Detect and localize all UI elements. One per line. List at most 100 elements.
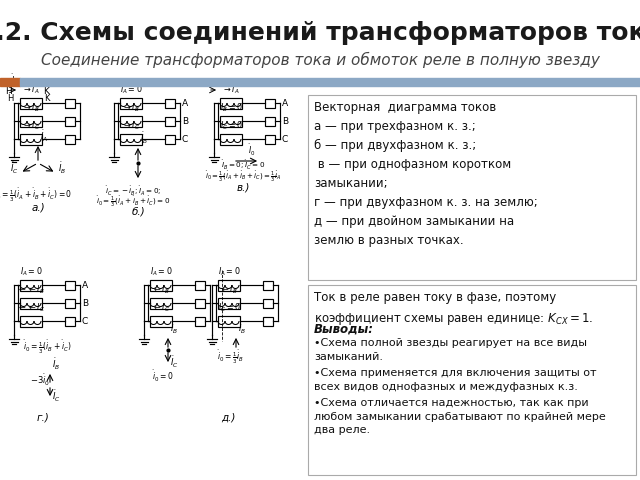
Text: $\dot{I}_C$: $\dot{I}_C$	[52, 389, 61, 405]
Bar	[20, 97, 42, 108]
Bar	[65, 98, 75, 108]
Text: $I_C=0$: $I_C=0$	[220, 120, 243, 132]
Text: $\dot{I}_B$: $\dot{I}_B$	[238, 321, 246, 336]
Text: Векторная  диаграмма токов
а — при трехфазном к. з.;
б — при двухфазном к. з.;
 : Векторная диаграмма токов а — при трехфа…	[314, 101, 538, 247]
Text: а.): а.)	[31, 202, 45, 212]
Bar	[263, 316, 273, 325]
Text: $\leftarrow I_C$: $\leftarrow I_C$	[152, 301, 170, 314]
Bar	[20, 116, 42, 127]
Bar	[20, 78, 640, 86]
Bar	[308, 95, 636, 280]
Bar	[20, 315, 42, 326]
Text: $\rightarrow I_A$: $\rightarrow I_A$	[22, 84, 40, 96]
Bar	[220, 97, 242, 108]
Bar	[265, 134, 275, 144]
Text: C: C	[82, 316, 88, 325]
Bar	[195, 280, 205, 289]
Text: $-3\dot{i}_0$: $-3\dot{i}_0$	[30, 373, 50, 388]
Text: $\leftarrow\leftarrow I_C$: $\leftarrow\leftarrow I_C$	[17, 301, 45, 314]
Text: K: K	[43, 87, 49, 96]
Text: Выводы:: Выводы:	[314, 323, 374, 336]
Text: B: B	[82, 299, 88, 308]
Text: $\rightarrow I_B$: $\rightarrow I_B$	[122, 101, 140, 114]
Text: $\dot{I}_C$: $\dot{I}_C$	[170, 355, 179, 371]
Text: •Схема полной звезды реагирует на все виды
замыканий.: •Схема полной звезды реагирует на все ви…	[314, 338, 587, 361]
Bar	[0, 78, 20, 86]
Bar	[220, 133, 242, 144]
Bar	[150, 298, 172, 309]
Text: $I_A=0$: $I_A=0$	[150, 265, 172, 278]
Text: $\dot{i}_0=\frac{1}{3}(\dot{i}_B+\dot{i}_C)$: $\dot{i}_0=\frac{1}{3}(\dot{i}_B+\dot{i}…	[23, 338, 72, 356]
Text: $\dot{I}_0$: $\dot{I}_0$	[248, 143, 256, 158]
Text: •Схема отличается надежностью, так как при
любом замыкании срабатывают по крайне: •Схема отличается надежностью, так как п…	[314, 398, 605, 435]
Bar	[65, 316, 75, 325]
Bar	[120, 133, 142, 144]
Bar	[150, 315, 172, 326]
Bar	[20, 279, 42, 290]
Text: H: H	[4, 87, 12, 96]
Text: $I_B=0$: $I_B=0$	[220, 101, 243, 114]
Text: $\dot{i}_0=\frac{1}{3}(\dot{i}_A+\dot{i}_B+\dot{i}_C)=0$: $\dot{i}_0=\frac{1}{3}(\dot{i}_A+\dot{i}…	[0, 186, 72, 204]
Text: $\rightarrow I_C$: $\rightarrow I_C$	[122, 120, 140, 132]
Text: $\dot{I}_B$: $\dot{I}_B$	[140, 131, 148, 146]
Text: $\dot{i}_0=\frac{1}{3}(\dot{i}_A+\dot{i}_B+\dot{i}_C)=0$: $\dot{i}_0=\frac{1}{3}(\dot{i}_A+\dot{i}…	[96, 194, 170, 209]
Bar	[165, 98, 175, 108]
Text: $\dot{I}_B=0; \dot{I}_C=0$: $\dot{I}_B=0; \dot{I}_C=0$	[221, 159, 265, 172]
Bar	[65, 280, 75, 289]
Text: $\rightarrow I_B$: $\rightarrow I_B$	[22, 101, 40, 114]
Text: $\dot{I}_A$: $\dot{I}_A$	[40, 129, 48, 144]
Text: $\dot{I}_B$: $\dot{I}_B$	[170, 321, 178, 336]
Bar	[263, 280, 273, 289]
Bar	[65, 299, 75, 308]
Text: $\dot{i}_C=-\dot{i}_B; \dot{I}_A=0;$: $\dot{i}_C=-\dot{i}_B; \dot{I}_A=0;$	[105, 185, 161, 198]
Text: Ток в реле равен току в фазе, поэтому
коэффициент схемы равен единице: $K_{СХ} =: Ток в реле равен току в фазе, поэтому ко…	[314, 291, 593, 326]
Text: д.): д.)	[221, 412, 235, 422]
Text: $\dot{I}_C$: $\dot{I}_C$	[10, 161, 19, 177]
Text: $I_A=0$: $I_A=0$	[218, 265, 241, 278]
Text: H: H	[7, 94, 13, 103]
Bar	[165, 134, 175, 144]
Bar	[265, 98, 275, 108]
Bar	[218, 315, 240, 326]
Text: B: B	[282, 117, 288, 125]
Text: г.): г.)	[36, 412, 49, 422]
Bar	[20, 298, 42, 309]
Text: $\dot{i}_0=0$: $\dot{i}_0=0$	[152, 368, 174, 384]
Text: $\rightarrow I_A$: $\rightarrow I_A$	[222, 84, 240, 96]
Bar	[265, 117, 275, 125]
Text: A: A	[182, 98, 188, 108]
Text: $\dot{I}_B$: $\dot{I}_B$	[58, 161, 66, 177]
Text: в.): в.)	[236, 183, 250, 193]
Text: C: C	[182, 134, 188, 144]
Bar	[65, 134, 75, 144]
Bar	[195, 316, 205, 325]
Text: A: A	[282, 98, 288, 108]
Text: $\dot{i}_0=\frac{1}{3}(\dot{i}_A+\dot{i}_B+\dot{i}_C)=\frac{1}{3}\dot{i}_A$: $\dot{i}_0=\frac{1}{3}(\dot{i}_A+\dot{i}…	[205, 169, 282, 184]
Bar	[220, 116, 242, 127]
Text: K: K	[44, 94, 49, 103]
Text: $\leftarrow I_B$: $\leftarrow I_B$	[220, 284, 238, 296]
Bar	[150, 279, 172, 290]
Text: б.): б.)	[131, 206, 145, 216]
Text: •Схема применяется для включения защиты от
всех видов однофазных и междуфазных к: •Схема применяется для включения защиты …	[314, 368, 596, 392]
Bar	[218, 298, 240, 309]
Text: $I_C=0$: $I_C=0$	[218, 301, 241, 314]
Text: B: B	[182, 117, 188, 125]
Text: $\leftarrow I_B$: $\leftarrow I_B$	[152, 284, 170, 296]
Text: $I_A=0$: $I_A=0$	[120, 84, 142, 96]
Text: $\rightarrow I_C$: $\rightarrow I_C$	[22, 120, 40, 132]
Bar	[195, 299, 205, 308]
Text: $\dot{I}_B$: $\dot{I}_B$	[52, 357, 60, 372]
Text: C: C	[282, 134, 288, 144]
Bar	[218, 279, 240, 290]
Bar	[165, 117, 175, 125]
Bar	[20, 133, 42, 144]
Bar	[263, 299, 273, 308]
Text: A: A	[82, 280, 88, 289]
Text: 2.2. Схемы соединений трансформаторов тока: 2.2. Схемы соединений трансформаторов то…	[0, 21, 640, 45]
Text: Соединение трансформаторов тока и обмоток реле в полную звезду: Соединение трансформаторов тока и обмото…	[40, 52, 600, 68]
Text: $I_A=0$: $I_A=0$	[20, 265, 42, 278]
Text: $\dot{i}_0=\frac{1}{3}\dot{i}_B$: $\dot{i}_0=\frac{1}{3}\dot{i}_B$	[218, 348, 244, 366]
Bar	[120, 116, 142, 127]
Text: $\dot{I}_A$: $\dot{I}_A$	[11, 73, 19, 88]
